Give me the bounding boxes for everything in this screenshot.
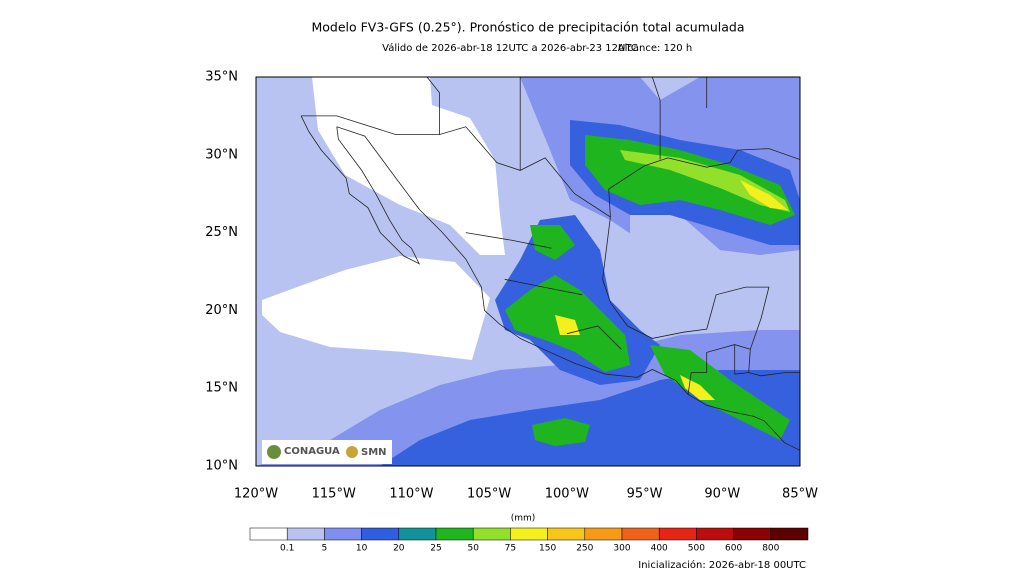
colorbar-label: 5 [322, 544, 328, 554]
colorbar-box [621, 527, 660, 541]
boundary [301, 115, 611, 218]
rain-area [630, 200, 800, 300]
logo-icon [267, 445, 281, 459]
lon-label: 110°W [389, 487, 433, 502]
colorbar-label: 20 [393, 544, 405, 554]
map [256, 77, 800, 466]
colorbar-box [435, 527, 474, 541]
lat-labels: 35°N 30°N 25°N 20°N 15°N 10°N [205, 70, 238, 474]
colorbar-box [696, 527, 734, 541]
colorbar-box [324, 527, 362, 541]
colorbar-label: 500 [688, 544, 705, 554]
colorbar-label: 150 [539, 544, 556, 554]
colorbar-label: 10 [356, 544, 368, 554]
dry-area [262, 256, 490, 360]
colorbar-label: 75 [505, 544, 516, 554]
rain-area [650, 345, 790, 440]
lat-label: 25°N [205, 225, 238, 240]
logo-icon [346, 446, 358, 458]
rain-area [680, 375, 715, 400]
colorbar-box [733, 527, 772, 541]
colorbar-box [547, 527, 586, 541]
boundary [608, 148, 800, 218]
boundary [504, 278, 583, 296]
lat-label: 15°N [205, 381, 238, 396]
lon-label: 100°W [545, 487, 589, 502]
colorbar-box [398, 527, 437, 541]
lon-label: 105°W [467, 487, 511, 502]
logo-box [262, 440, 392, 464]
logo-conagua: CONAGUA [284, 446, 340, 457]
lon-label: 120°W [234, 487, 278, 502]
colorbar-box [770, 527, 809, 541]
colorbar-box [658, 527, 697, 541]
rain-area [530, 225, 575, 260]
footer: Inicialización: 2026-abr-18 00UTC [638, 559, 806, 571]
boundary [465, 232, 552, 249]
boundary [799, 281, 800, 283]
lon-labels: 120°W 115°W 110°W 105°W 100°W 95°W 90°W 85°W [234, 487, 818, 502]
map-frame [255, 76, 801, 467]
boundary [651, 77, 661, 160]
boundary [300, 115, 421, 265]
lon-label: 115°W [312, 487, 356, 502]
lon-label: 85°W [782, 487, 818, 502]
colorbar-label: 300 [613, 544, 630, 554]
colorbar-box [249, 527, 288, 541]
rain-area [555, 315, 580, 335]
colorbar-label: 400 [651, 544, 668, 554]
colorbar-box [510, 527, 548, 541]
lon-label: 95°W [627, 487, 663, 502]
title: Modelo FV3-GFS (0.25°). Pronóstico de pr… [311, 20, 744, 35]
boundary [734, 344, 749, 375]
colorbar-label: 50 [467, 544, 479, 554]
lat-label: 30°N [205, 147, 238, 162]
colorbar: 0.1 5 10 20 25 50 75 150 250 300 400 500 600 800 [249, 527, 809, 554]
colorbar-box [584, 527, 623, 541]
colorbar-label: 800 [762, 544, 779, 554]
lat-label: 35°N [205, 70, 238, 85]
boundary [566, 325, 622, 350]
legend-unit: (mm) [511, 514, 536, 524]
colorbar-box [286, 527, 325, 541]
colorbar-label: 600 [725, 544, 742, 554]
rain-area [740, 180, 788, 210]
lon-label: 90°W [704, 487, 740, 502]
boundary [426, 77, 440, 135]
boundary [602, 216, 800, 377]
rain-area [620, 150, 790, 212]
colorbar-label: 250 [576, 544, 593, 554]
dry-area [312, 77, 505, 255]
logo-smn: SMN [361, 447, 387, 458]
rain-area [532, 418, 590, 446]
subtitle: Válido de 2026-abr-18 12UTC a 2026-abr-2… [382, 42, 638, 54]
boundary [687, 344, 751, 395]
colorbar-box [361, 527, 400, 541]
boundary [336, 126, 800, 451]
lat-label: 20°N [205, 303, 238, 318]
coastlines [300, 77, 800, 451]
range: Alcance: 120 h [618, 43, 692, 54]
lat-label: 10°N [205, 459, 238, 474]
logos: CONAGUA SMN [262, 440, 392, 464]
colorbar-label: 0.1 [280, 544, 294, 554]
colorbar-label: 25 [430, 544, 441, 554]
colorbar-box [472, 527, 511, 541]
